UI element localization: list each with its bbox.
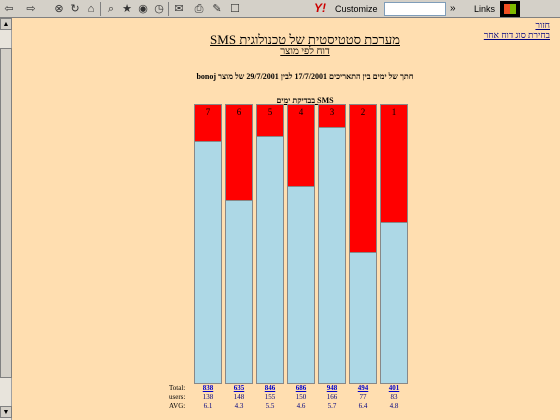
back-link-line2[interactable]: בחירת סוג דוח אחר xyxy=(483,30,550,40)
users-value: 150 xyxy=(295,393,307,401)
search-icon[interactable]: ⌕ xyxy=(107,3,115,15)
print-icon[interactable]: ⎙ xyxy=(194,3,204,15)
refresh-icon[interactable]: ↻ xyxy=(70,3,80,15)
users-value: 155 xyxy=(264,393,276,401)
bar-column: 2 xyxy=(349,104,377,384)
back-link[interactable]: חזור בחירת סוג דוח אחר xyxy=(484,20,550,40)
bar-category-label: 4 xyxy=(298,107,304,117)
bar-segment-red xyxy=(319,105,345,128)
bar-segment-red xyxy=(350,105,376,253)
total-value[interactable]: 494 xyxy=(357,384,369,392)
bar-segment-blue xyxy=(195,141,221,383)
users-value: 148 xyxy=(233,393,245,401)
users-value: 166 xyxy=(326,393,338,401)
bar-column: 3 xyxy=(318,104,346,384)
bar-column: 6 xyxy=(225,104,253,384)
bar-column: 4 xyxy=(287,104,315,384)
bar-segment-red xyxy=(288,105,314,186)
total-label: Total: xyxy=(169,384,186,392)
avg-value: 5.7 xyxy=(327,402,337,410)
bar-segment-red xyxy=(381,105,407,222)
bar-category-label: 3 xyxy=(329,107,335,117)
bar-segment-blue xyxy=(257,135,283,383)
total-value[interactable]: 948 xyxy=(326,384,338,392)
stop-icon[interactable]: ⊗ xyxy=(54,3,64,15)
bar-segment-red xyxy=(257,105,283,136)
bar-category-label: 1 xyxy=(391,107,397,117)
bar-column: 7 xyxy=(194,104,222,384)
avg-value: 4.6 xyxy=(296,402,306,410)
windows-logo-icon xyxy=(500,1,520,17)
back-link-line1[interactable]: חזור xyxy=(535,20,550,30)
users-value: 83 xyxy=(390,393,398,401)
yahoo-logo-icon[interactable]: Y! xyxy=(314,1,326,15)
total-value[interactable]: 846 xyxy=(264,384,276,392)
scroll-down-icon[interactable]: ▼ xyxy=(0,406,12,418)
edit-icon[interactable]: ✎ xyxy=(212,3,222,15)
total-value[interactable]: 838 xyxy=(202,384,214,392)
history-icon[interactable]: ◷ xyxy=(154,3,164,15)
customize-button[interactable]: Customize xyxy=(335,4,378,14)
bar-segment-blue xyxy=(288,185,314,383)
bar-segment-red xyxy=(226,105,252,200)
page-title: מערכת סטטיסטית של טכנולוגית SMS xyxy=(210,32,400,47)
users-label: users: xyxy=(169,393,186,401)
scroll-thumb[interactable] xyxy=(0,48,12,378)
bar-category-label: 7 xyxy=(205,107,211,117)
favorites-icon[interactable]: ★ xyxy=(122,3,132,15)
more-chevron-icon[interactable]: » xyxy=(450,3,456,14)
media-icon[interactable]: ◉ xyxy=(138,3,148,15)
bar-segment-blue xyxy=(350,252,376,383)
forward-icon[interactable]: ⇨ xyxy=(26,3,36,15)
avg-label: AVG: xyxy=(169,402,186,410)
browser-toolbar: ⇦ ⇨ ⊗ ↻ ⌂ ⌕ ★ ◉ ◷ ✉ ⎙ ✎ ☐ Y! Customize »… xyxy=(0,0,560,18)
bar-column: 1 xyxy=(380,104,408,384)
total-value[interactable]: 401 xyxy=(388,384,400,392)
bar-segment-blue xyxy=(226,199,252,383)
bar-segment-blue xyxy=(319,127,345,383)
chart-title: SMS בבדיקת ימים xyxy=(276,96,334,105)
bar-segment-blue xyxy=(381,221,407,383)
total-value[interactable]: 686 xyxy=(295,384,307,392)
bar-segment-red xyxy=(195,105,221,142)
bar-category-label: 6 xyxy=(236,107,242,117)
avg-value: 5.5 xyxy=(265,402,275,410)
avg-value: 4.3 xyxy=(234,402,244,410)
total-value[interactable]: 635 xyxy=(233,384,245,392)
bar-category-label: 2 xyxy=(360,107,366,117)
bar-category-label: 5 xyxy=(267,107,273,117)
users-value: 138 xyxy=(202,393,214,401)
toolbar-search-input[interactable] xyxy=(384,2,446,16)
mail-icon[interactable]: ✉ xyxy=(174,3,184,15)
vertical-scrollbar[interactable]: ▲ ▼ xyxy=(0,18,12,420)
stacked-bar-chart: 1 2 3 4 5 6 7 xyxy=(192,104,408,384)
discuss-icon[interactable]: ☐ xyxy=(230,3,240,15)
avg-value: 4.8 xyxy=(389,402,399,410)
avg-value: 6.4 xyxy=(358,402,368,410)
back-icon[interactable]: ⇦ xyxy=(4,3,14,15)
links-button[interactable]: Links xyxy=(474,4,496,14)
date-range-text: חתך של ימים בין התאריכים 17/7/2001 לבין … xyxy=(196,72,414,81)
users-value: 77 xyxy=(359,393,367,401)
bar-column: 5 xyxy=(256,104,284,384)
avg-value: 6.1 xyxy=(203,402,213,410)
page-subtitle: דוח לפי מוצר xyxy=(280,46,330,57)
home-icon[interactable]: ⌂ xyxy=(87,3,95,15)
scroll-up-icon[interactable]: ▲ xyxy=(0,18,12,30)
